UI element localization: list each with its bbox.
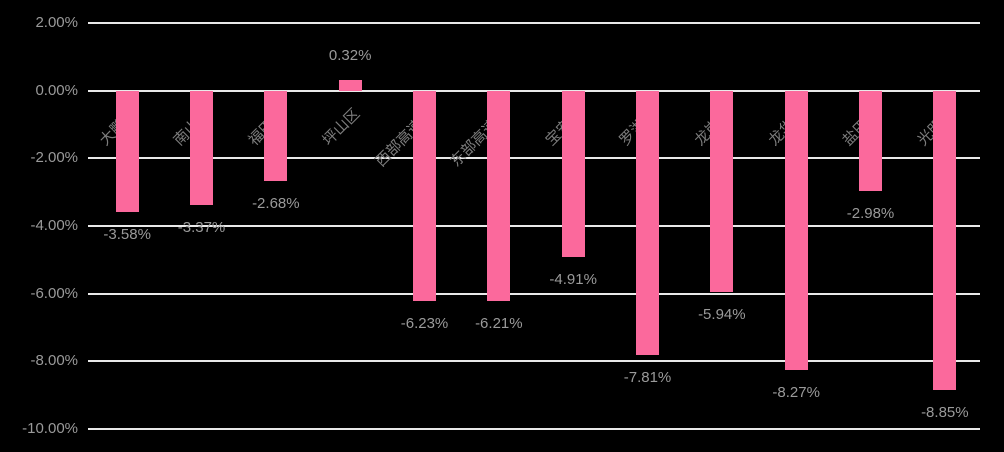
bar: [264, 90, 288, 182]
grid-line: [88, 22, 980, 24]
grid-line: [88, 225, 980, 227]
bar: [413, 90, 436, 302]
y-axis-tick-label: -2.00%: [30, 149, 78, 167]
bar-value-label: -2.68%: [252, 195, 300, 213]
bar: [933, 90, 957, 391]
grid-line: [88, 157, 980, 160]
category-label: 坪山区: [319, 105, 364, 150]
bar-value-label: -8.27%: [772, 384, 820, 402]
y-axis-tick-label: -8.00%: [30, 352, 78, 370]
y-axis-tick-label: -6.00%: [30, 284, 78, 302]
bar-value-label: -3.58%: [103, 225, 151, 243]
y-axis-tick-label: -10.00%: [22, 420, 78, 437]
bar-value-label: -4.91%: [549, 270, 597, 288]
bar-value-label: -6.21%: [475, 314, 523, 332]
bar-value-label: -6.23%: [400, 315, 449, 333]
y-axis-tick-label: 0.00%: [35, 81, 78, 99]
bar: [784, 90, 808, 371]
bar: [190, 90, 213, 205]
bar-value-label: 0.32%: [328, 46, 372, 64]
bar: [859, 90, 882, 192]
grid-line: [88, 292, 980, 295]
bar: [636, 90, 659, 355]
y-axis-tick-label: -4.00%: [30, 217, 78, 234]
bar-value-label: -7.81%: [623, 368, 672, 386]
bar-value-label: -5.94%: [698, 305, 746, 323]
bar-value-label: -2.98%: [846, 205, 895, 223]
grid-line: [88, 360, 980, 363]
grid-line: [88, 89, 980, 92]
bar-value-label: -8.85%: [921, 404, 969, 422]
bar: [487, 90, 511, 301]
bar: [710, 90, 734, 292]
grid-line: [88, 428, 980, 430]
bar: [115, 90, 139, 212]
y-axis-tick-label: 2.00%: [35, 14, 78, 31]
bar: [338, 79, 362, 91]
bar-value-label: -3.37%: [177, 218, 226, 236]
bar: [561, 90, 585, 257]
